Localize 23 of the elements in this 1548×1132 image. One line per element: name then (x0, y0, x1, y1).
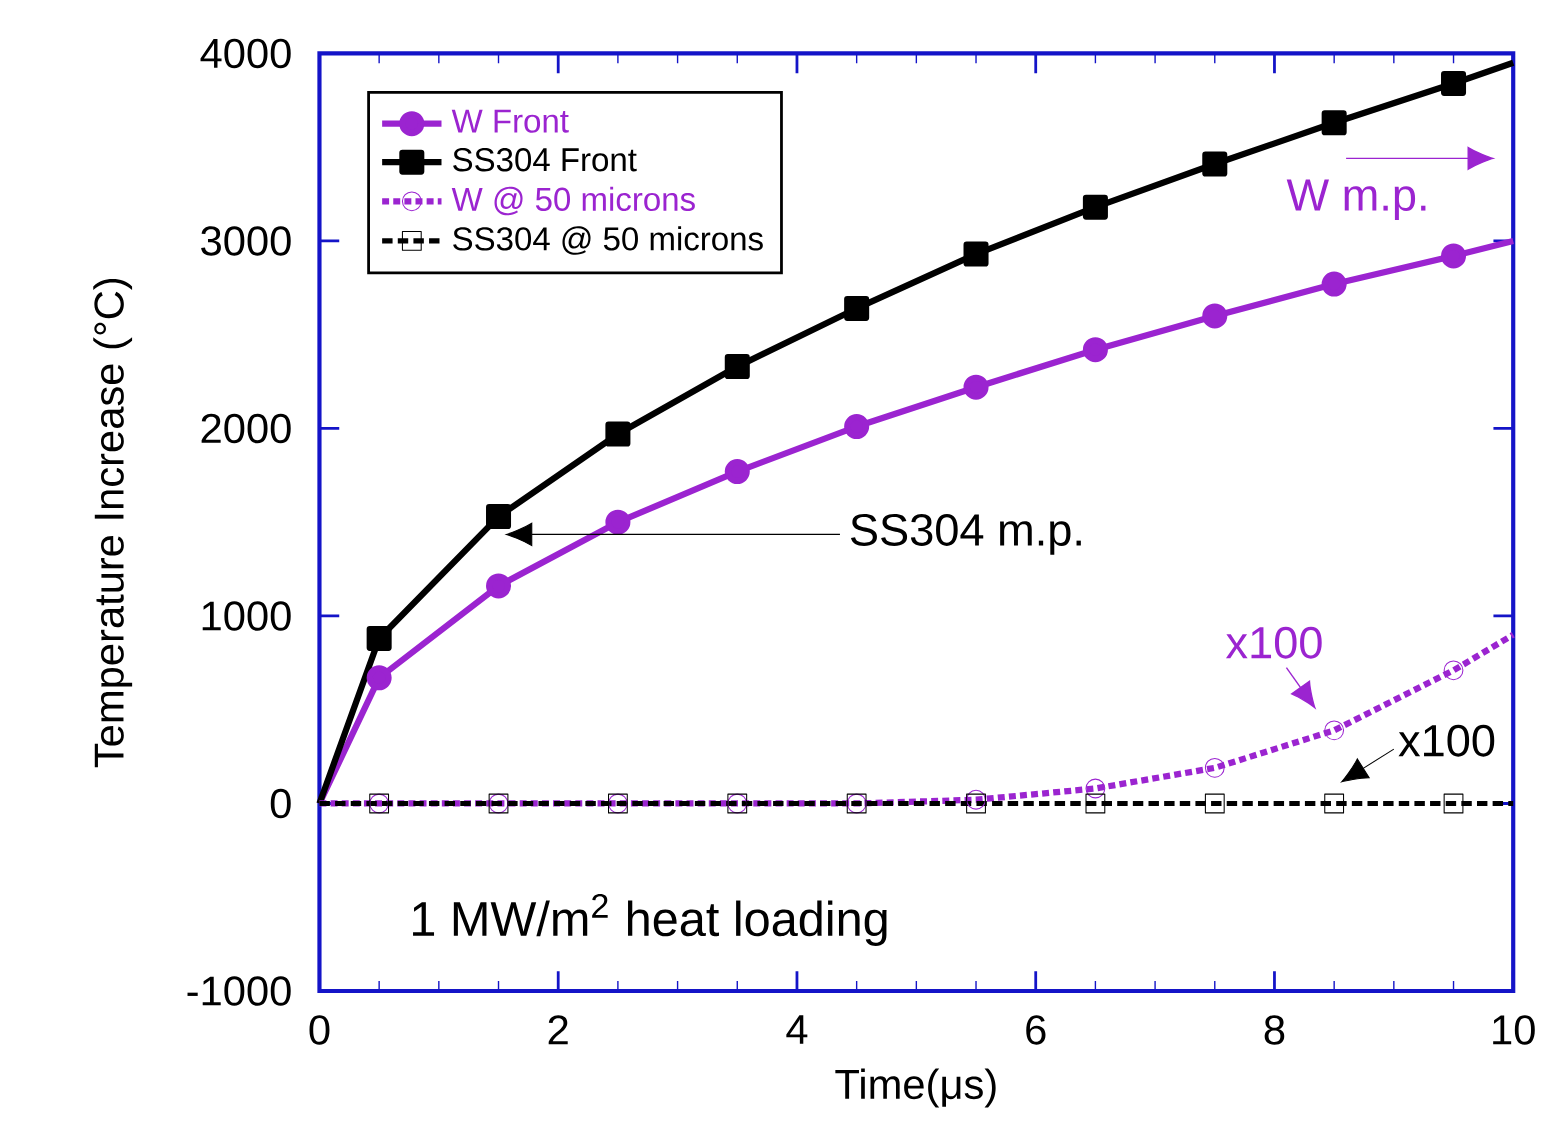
x-tick-label: 6 (1026, 1014, 1046, 1045)
x-tick-label: 0 (309, 1014, 330, 1045)
y-tick-label: 1000 (202, 601, 291, 631)
legend-label: SS304 Front (453, 147, 637, 172)
x-tick-label: 8 (1264, 1014, 1285, 1045)
annotation: x100 (1225, 626, 1322, 659)
annotation: SS304 m.p. (850, 513, 1081, 555)
x-axis-title: Time(μs) (835, 1068, 996, 1108)
legend-label: W @ 50 microns (451, 186, 695, 216)
y-tick-label: 0 (270, 788, 291, 819)
y-tick-label: 3000 (201, 225, 291, 256)
annotation: 1 MW/m$^{2}$ heat loading (413, 893, 887, 946)
y-tick-label: 2000 (201, 413, 291, 443)
legend-label: W Front (451, 109, 569, 133)
x-tick-label: 10 (1493, 1014, 1535, 1045)
y-tick-label: -1000 (187, 976, 291, 1006)
annotation: W m.p. (1286, 179, 1426, 220)
legend-label: SS304 @ 50 microns (453, 226, 763, 255)
x-tick-label: 4 (786, 1014, 808, 1044)
x-tick-label: 2 (548, 1014, 568, 1045)
annotation: x100 (1398, 724, 1495, 757)
y-tick-label: 4000 (200, 38, 291, 68)
y-axis-title: Temperature Increase (°C) (93, 278, 133, 768)
